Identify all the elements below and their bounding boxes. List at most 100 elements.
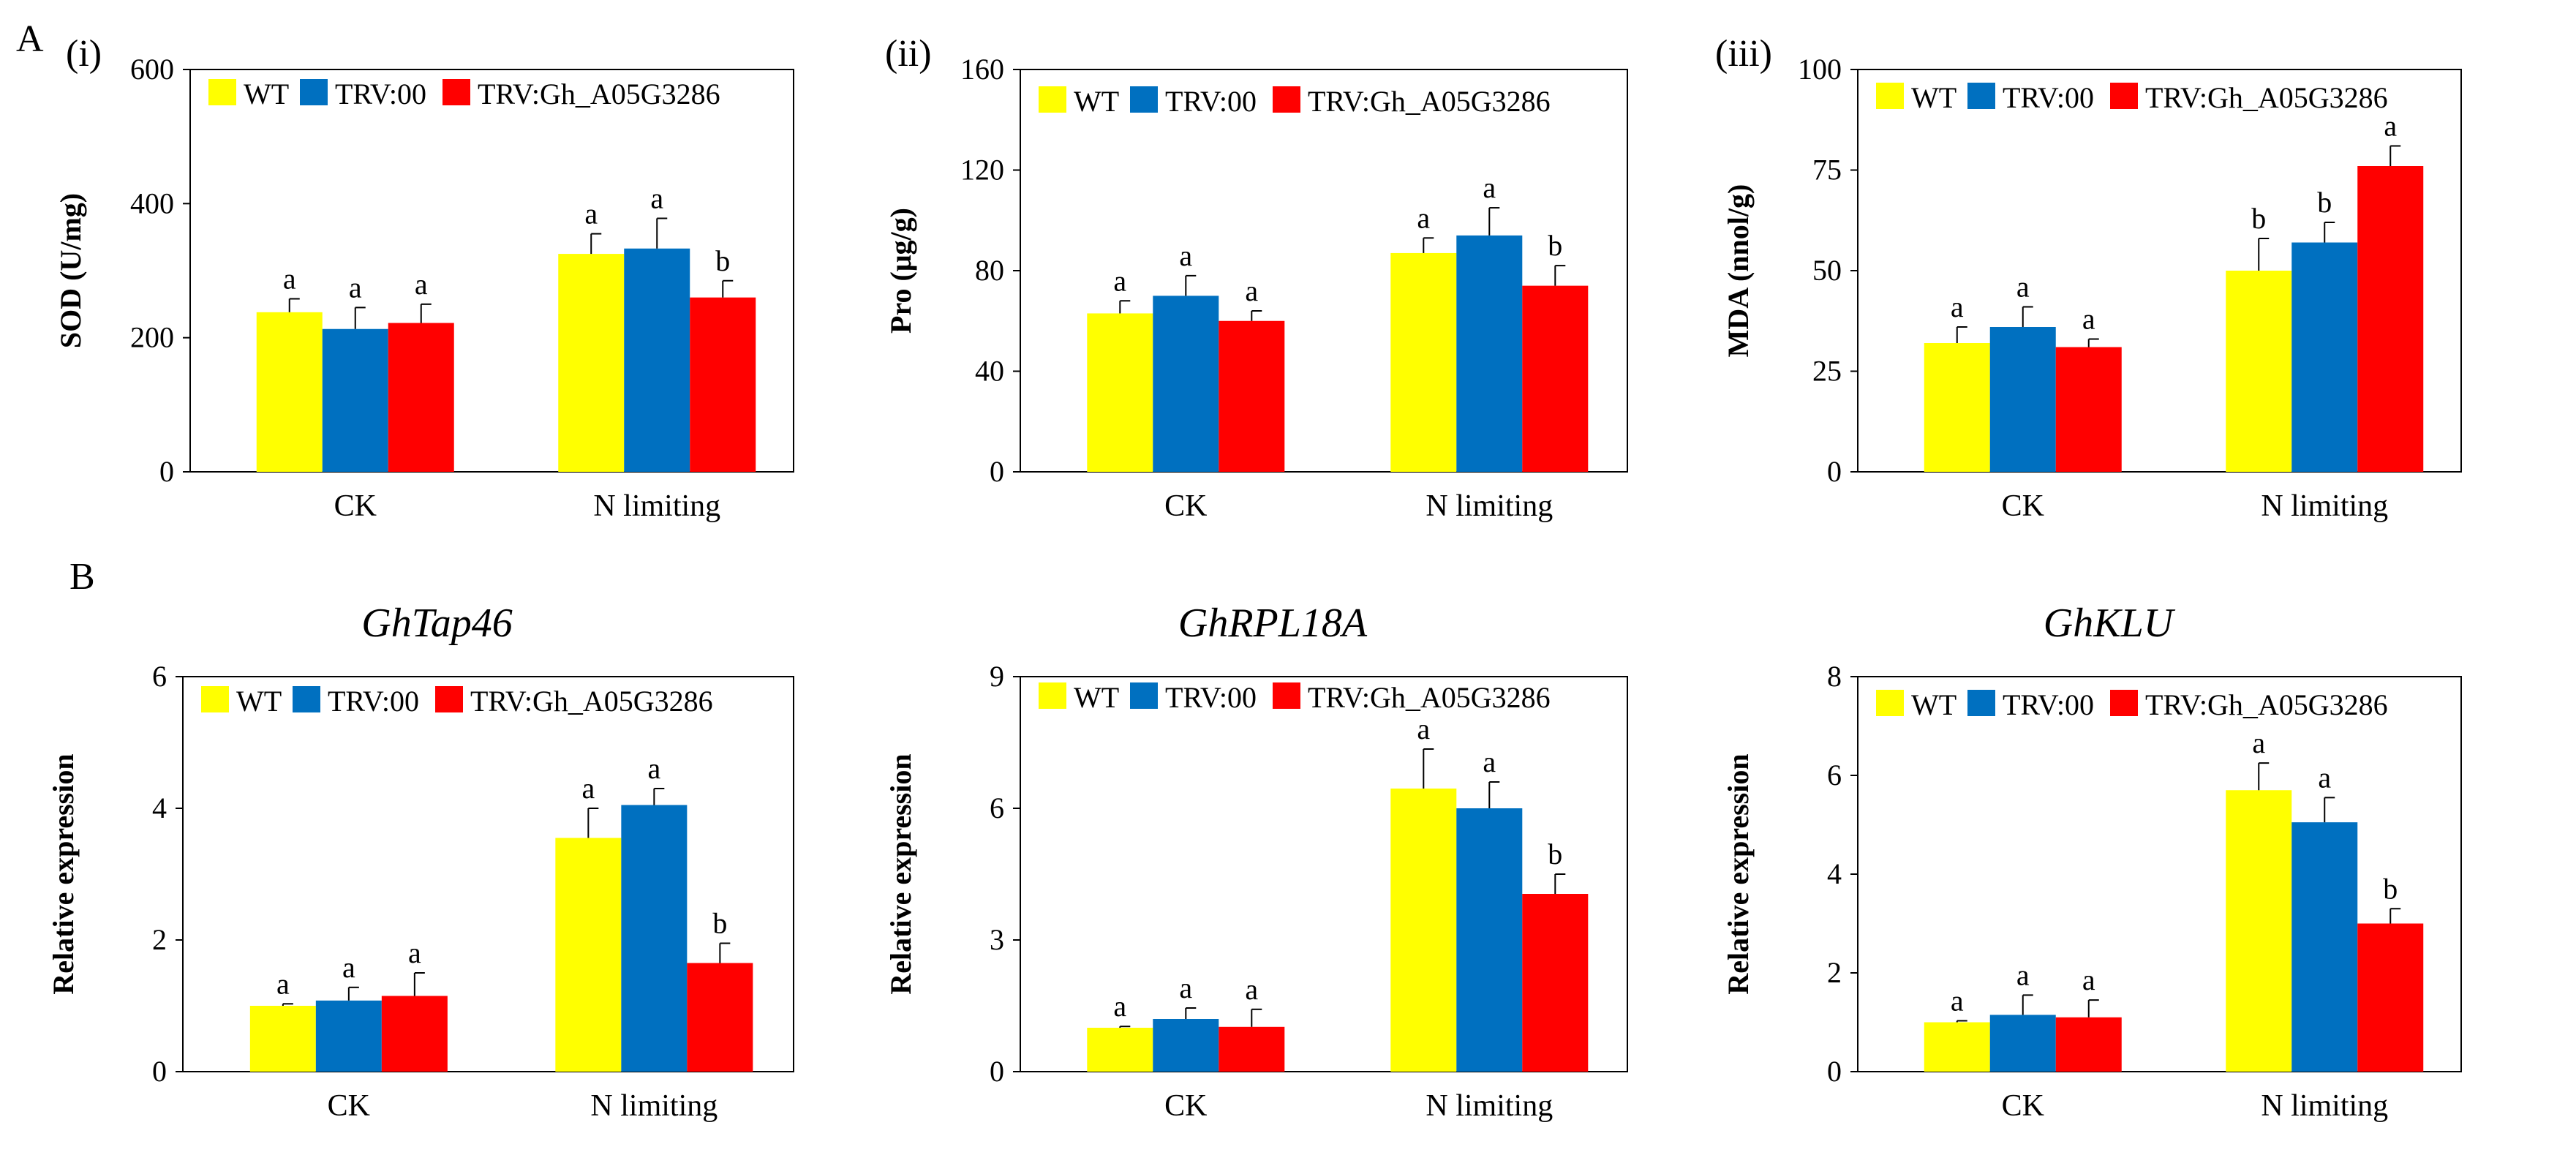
chart-1-plot-frame — [189, 69, 794, 473]
chart-3-bar — [1989, 327, 2056, 472]
chart-3-significance-label: b — [2317, 186, 2332, 219]
chart-6-y-tick-label: 6 — [1827, 759, 1842, 791]
chart-2-significance-label: a — [1113, 264, 1126, 297]
chart-1-significance-label: a — [415, 268, 428, 301]
chart-1-y-axis-label: SOD (U/mg) — [54, 193, 87, 348]
chart-6-x-category-label: CK — [2002, 1089, 2044, 1123]
chart-5-bar — [1390, 789, 1457, 1072]
chart-4-significance-label: a — [647, 752, 660, 785]
chart-1-bar — [388, 323, 454, 472]
chart-6-y-axis-label: Relative expression — [1722, 753, 1755, 994]
chart-1-bar — [322, 328, 388, 472]
chart-5-x-category-label: CK — [1164, 1089, 1207, 1123]
chart-6-legend-label: WT — [1911, 688, 1957, 721]
chart-2-legend-swatch — [1039, 86, 1066, 113]
chart-6-significance-label: a — [2252, 726, 2265, 759]
chart-6-bar — [2291, 822, 2358, 1072]
chart-4-y-tick-label: 0 — [152, 1055, 167, 1088]
chart-3-x-category-label: CK — [2002, 489, 2044, 523]
chart-1-legend-swatch — [300, 79, 328, 105]
chart-6-y-tick-label: 2 — [1827, 956, 1842, 989]
chart-3-significance-label: a — [2082, 303, 2095, 336]
chart-5-bar — [1087, 1028, 1153, 1072]
chart-2-subpanel-label: (ii) — [885, 33, 932, 75]
chart-3-y-tick-label: 50 — [1812, 254, 1842, 287]
chart-2-significance-label: a — [1417, 201, 1430, 234]
chart-5-bar — [1219, 1026, 1285, 1072]
chart-4-significance-label: a — [581, 772, 595, 805]
chart-3-significance-label: a — [2384, 110, 2397, 143]
chart-5-y-tick-label: 0 — [990, 1055, 1004, 1088]
chart-6-x-category-label: N limiting — [2261, 1089, 2388, 1123]
chart-2-y-tick-label: 160 — [960, 53, 1004, 86]
chart-1-legend-swatch — [442, 79, 470, 105]
chart-2-x-category-label: CK — [1164, 489, 1207, 523]
chart-2-legend-swatch — [1273, 86, 1300, 113]
chart-3-x-category-label: N limiting — [2261, 489, 2388, 523]
chart-4-bar — [687, 963, 753, 1072]
chart-3-y-tick-label: 0 — [1827, 455, 1842, 488]
chart-4-legend-label: TRV:00 — [328, 685, 419, 718]
chart-3-significance-label: a — [1951, 290, 1964, 323]
chart-2-bar — [1456, 235, 1523, 472]
chart-1-significance-label: a — [283, 263, 296, 296]
chart-4-x-category-label: CK — [328, 1089, 370, 1123]
chart-3-y-axis-label: MDA (nnol/g) — [1722, 184, 1755, 358]
chart-3-subpanel-label: (iii) — [1715, 33, 1772, 75]
chart-1-significance-label: b — [715, 244, 730, 277]
chart-1-y-tick-label: 0 — [159, 455, 174, 488]
chart-4-legend-swatch — [293, 686, 320, 712]
chart-1-legend-swatch — [208, 79, 236, 105]
chart-2-y-tick-label: 120 — [960, 154, 1004, 187]
chart-2-bar — [1522, 285, 1589, 472]
chart-6-legend-swatch — [1876, 690, 1904, 716]
chart-1-x-category-label: N limiting — [593, 489, 720, 523]
chart-2-bar — [1219, 320, 1285, 472]
chart-1-significance-label: a — [584, 198, 598, 230]
chart-3-y-tick-label: 25 — [1812, 355, 1842, 388]
chart-5-significance-label: a — [1417, 712, 1430, 745]
chart-5-legend-label: TRV:Gh_A05G3286 — [1308, 681, 1551, 714]
chart-6-bar — [2226, 790, 2292, 1072]
chart-4-legend-label: TRV:Gh_A05G3286 — [470, 685, 713, 718]
chart-4-legend-label: WT — [236, 685, 282, 718]
chart-3-significance-label: b — [2251, 202, 2266, 235]
chart-2-legend-label: TRV:00 — [1165, 85, 1257, 118]
chart-2-significance-label: a — [1483, 171, 1496, 204]
chart-1-bar — [558, 254, 625, 472]
chart-5-y-tick-label: 3 — [990, 923, 1004, 956]
chart-3-y-tick-label: 100 — [1798, 53, 1842, 86]
chart-4-legend-swatch — [201, 686, 229, 712]
chart-3-legend-swatch — [1876, 83, 1904, 109]
chart-2-significance-label: a — [1245, 274, 1258, 307]
chart-6-bar — [2357, 923, 2424, 1072]
chart-4-legend-swatch — [435, 686, 463, 712]
chart-5-bar — [1456, 808, 1523, 1072]
chart-4-bar — [621, 805, 688, 1072]
chart-2-significance-label: b — [1548, 229, 1562, 262]
chart-5-plot-frame — [1020, 676, 1628, 1072]
chart-6-bar — [2055, 1017, 2122, 1072]
chart-5-y-axis-label: Relative expression — [884, 753, 917, 994]
chart-2-y-tick-label: 80 — [975, 254, 1004, 287]
chart-2-x-category-label: N limiting — [1426, 489, 1553, 523]
chart-2-legend-label: TRV:Gh_A05G3286 — [1308, 85, 1551, 118]
chart-3-significance-label: a — [2016, 271, 2030, 304]
chart-6-significance-label: a — [2082, 963, 2095, 996]
chart-4-significance-label: a — [342, 951, 355, 984]
chart-5-bar — [1522, 894, 1589, 1072]
chart-5-y-tick-label: 9 — [990, 660, 1004, 693]
chart-2-y-axis-label: Pro (μg/g) — [884, 208, 917, 334]
chart-6-legend-swatch — [2110, 690, 2138, 716]
chart-5-legend-swatch — [1273, 682, 1300, 709]
chart-3-legend-label: WT — [1911, 81, 1957, 114]
chart-3-legend-swatch — [2110, 83, 2138, 109]
chart-4-y-tick-label: 2 — [152, 923, 167, 956]
chart-4-bar — [249, 1006, 316, 1072]
chart-3-bar — [2055, 347, 2122, 472]
chart-4-significance-label: b — [712, 907, 727, 940]
chart-6-bar — [1924, 1022, 1990, 1072]
chart-1-legend-label: TRV:00 — [335, 78, 426, 110]
chart-3-legend-swatch — [1967, 83, 1995, 109]
chart-6-y-tick-label: 8 — [1827, 660, 1842, 693]
